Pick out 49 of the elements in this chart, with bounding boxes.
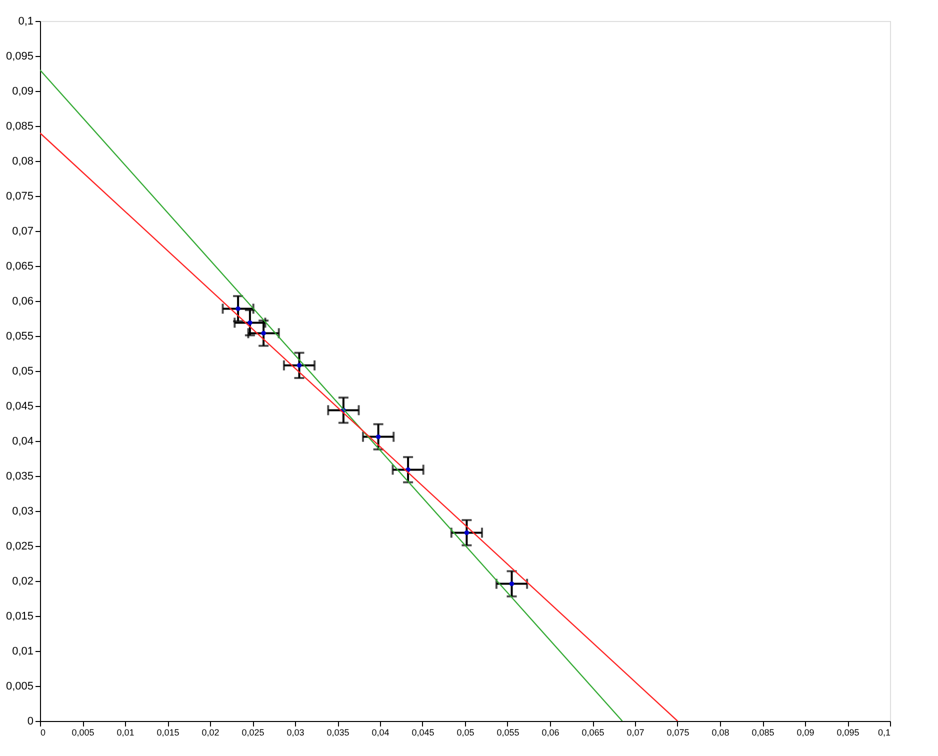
point: [296, 363, 302, 368]
y-tick-label: 0,08: [12, 156, 34, 168]
x-tick-label: 0,03: [286, 728, 304, 738]
x-tick-label: 0,06: [542, 728, 560, 738]
y-tick-label: 0,055: [6, 330, 34, 342]
y-tick-label: 0,02: [12, 576, 34, 588]
x-tick-label: 0,08: [712, 728, 730, 738]
y-tick-label: 0,01: [12, 646, 34, 658]
y-tick-label: 0,045: [6, 400, 34, 412]
y-tick-label: 0,1: [18, 16, 34, 28]
x-tick-label: 0,065: [582, 728, 604, 738]
y-tick-label: 0,075: [6, 190, 34, 202]
x-tick-label: 0,075: [666, 728, 690, 738]
x-tick-label: 0,07: [626, 728, 644, 738]
y-tick-label: 0,005: [6, 680, 34, 692]
x-tick-label: 0,035: [326, 728, 350, 738]
y-tick-label: 0,085: [6, 120, 34, 132]
x-tick-label: 0,085: [752, 728, 774, 738]
y-tick-label: 0,05: [12, 366, 34, 378]
point: [248, 320, 252, 326]
x-tick-label: 0,005: [72, 728, 94, 738]
x-tick-label: 0: [40, 728, 46, 738]
y-tick-label: 0,095: [6, 50, 34, 62]
x-tick-label: 0,045: [412, 728, 434, 738]
point: [261, 330, 266, 336]
x-tick-label: 0,055: [496, 728, 520, 738]
y-tick-label: 0,03: [12, 506, 34, 518]
x-tick-label: 0,025: [242, 728, 264, 738]
x-tick-label: 0,1: [878, 728, 890, 738]
y-tick-label: 0,04: [12, 436, 34, 448]
x-tick-label: 0,09: [796, 728, 814, 738]
y-tick-label: 0,065: [6, 260, 34, 272]
y-tick-label: 0,06: [12, 296, 34, 308]
y-tick-label: 0,035: [6, 470, 34, 482]
x-tick-label: 0,01: [116, 728, 134, 738]
y-tick-label: 0,015: [6, 610, 34, 622]
point: [509, 581, 514, 586]
x-tick-label: 0,05: [456, 728, 474, 738]
y-tick-label: 0: [27, 716, 34, 728]
x-tick-label: 0,095: [836, 728, 860, 738]
y-tick-label: 0,07: [12, 226, 34, 238]
x-tick-label: 0,015: [156, 728, 180, 738]
point: [236, 306, 240, 312]
point: [464, 530, 470, 536]
y-tick-label: 0,09: [12, 86, 34, 98]
x-tick-label: 0,04: [372, 728, 390, 738]
y-tick-label: 0,025: [6, 540, 34, 552]
point: [376, 434, 381, 440]
x-tick-label: 0,02: [202, 728, 220, 738]
